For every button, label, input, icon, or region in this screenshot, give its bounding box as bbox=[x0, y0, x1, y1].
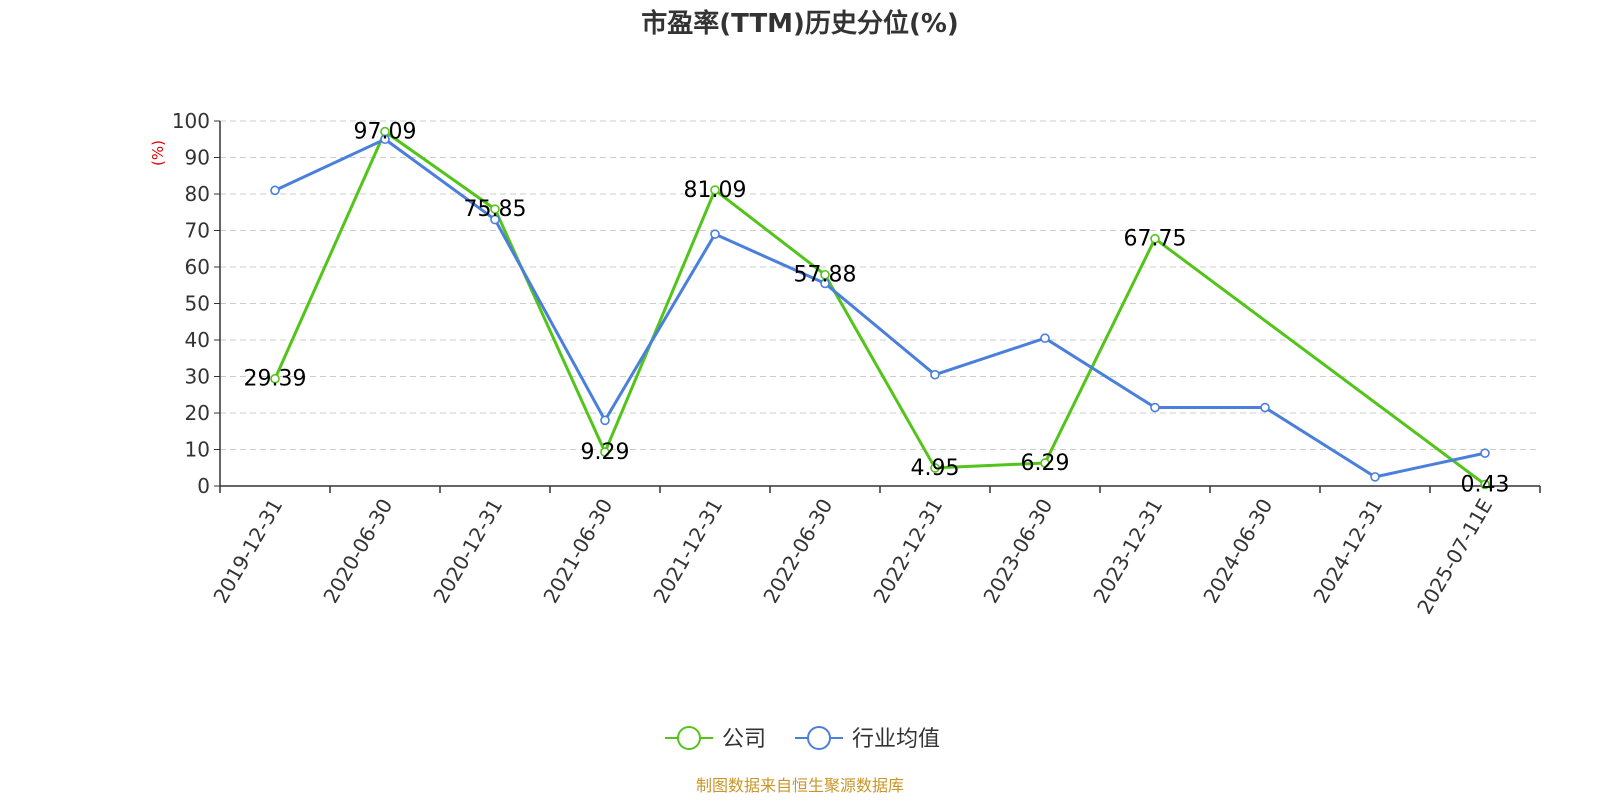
data-point-industry-average[interactable] bbox=[270, 185, 280, 196]
legend[interactable]: 公司 行业均值 bbox=[665, 726, 940, 752]
x-tick-label: 2024-12-31 bbox=[1308, 495, 1387, 608]
y-tick-label: 50 bbox=[185, 292, 210, 316]
data-label: 57.88 bbox=[794, 263, 857, 288]
data-point-company[interactable] bbox=[1040, 458, 1050, 468]
data-label: 97.09 bbox=[354, 120, 417, 145]
data-label: 75.85 bbox=[464, 197, 527, 222]
data-point-industry-average[interactable] bbox=[1480, 448, 1490, 458]
data-point-industry-average[interactable] bbox=[710, 229, 720, 239]
data-point-industry-average[interactable] bbox=[1040, 333, 1050, 343]
y-tick-label: 70 bbox=[185, 219, 210, 243]
data-point-company[interactable] bbox=[600, 447, 610, 457]
x-tick-label: 2020-06-30 bbox=[318, 495, 397, 608]
y-tick-label: 40 bbox=[185, 328, 210, 352]
data-label: 4.95 bbox=[911, 456, 960, 481]
data-labels: 29.39 97.09 75.85 9.29 81.09 57.88 4.95 6.29 67.… bbox=[244, 120, 1510, 498]
data-point-industry-average[interactable] bbox=[820, 278, 830, 289]
data-point-company[interactable] bbox=[710, 185, 720, 195]
data-label: 6.29 bbox=[1021, 451, 1070, 476]
y-tick-label: 80 bbox=[185, 182, 210, 206]
legend-label: 公司 bbox=[722, 727, 766, 752]
data-label: 0.43 bbox=[1461, 472, 1510, 497]
y-tick-label: 30 bbox=[185, 365, 210, 389]
series-layer bbox=[270, 126, 1490, 490]
data-point-company[interactable] bbox=[270, 373, 280, 384]
x-tick-label: 2020-12-31 bbox=[428, 495, 507, 608]
legend-item-company[interactable]: 公司 bbox=[665, 726, 766, 752]
data-point-company[interactable] bbox=[930, 463, 940, 473]
x-tick-label: 2021-12-31 bbox=[648, 495, 727, 608]
data-point-industry-average[interactable] bbox=[380, 134, 390, 145]
x-tick-label: 2022-06-30 bbox=[758, 495, 837, 608]
data-point-industry-average[interactable] bbox=[1260, 402, 1270, 413]
data-label: 81.09 bbox=[684, 178, 747, 203]
data-point-industry-average[interactable] bbox=[1370, 472, 1380, 482]
data-source-note: 制图数据来自恒生聚源数据库 bbox=[696, 776, 904, 795]
y-tick-label: 10 bbox=[185, 438, 210, 462]
y-tick-label: 0 bbox=[197, 474, 210, 498]
legend-item-industry-average[interactable]: 行业均值 bbox=[795, 726, 940, 752]
data-label: 9.29 bbox=[581, 440, 630, 465]
x-tick-label: 2023-06-30 bbox=[978, 495, 1057, 608]
axes: 0 10 20 30 40 50 60 70 80 90 100 2019-12-31 2020-06-… bbox=[172, 109, 1541, 619]
data-label: 67.75 bbox=[1124, 227, 1187, 252]
data-point-company[interactable] bbox=[490, 204, 500, 214]
legend-marker-icon bbox=[807, 726, 831, 750]
chart-title: 市盈率(TTM)历史分位(%) bbox=[641, 8, 959, 39]
data-point-industry-average[interactable] bbox=[490, 214, 500, 225]
series-line-industry-average bbox=[274, 137, 1486, 479]
data-label: 29.39 bbox=[244, 367, 307, 392]
y-axis-unit-label: (%) bbox=[149, 140, 167, 166]
y-tick-label: 60 bbox=[185, 255, 210, 279]
data-point-industry-average[interactable] bbox=[930, 369, 940, 380]
x-tick-label: 2023-12-31 bbox=[1088, 495, 1167, 608]
x-tick-label: 2021-06-30 bbox=[538, 495, 617, 608]
series-line-company bbox=[273, 130, 1486, 486]
legend-marker-icon bbox=[677, 726, 701, 750]
x-tick-label: 2019-12-31 bbox=[208, 495, 287, 608]
data-point-company[interactable] bbox=[1480, 479, 1490, 490]
data-point-company[interactable] bbox=[1150, 233, 1160, 244]
y-tick-label: 90 bbox=[185, 146, 210, 170]
grid-lines bbox=[220, 120, 1540, 450]
data-point-industry-average[interactable] bbox=[600, 415, 610, 426]
x-tick-label: 2022-12-31 bbox=[868, 495, 947, 608]
x-tick-label: 2024-06-30 bbox=[1198, 495, 1277, 608]
x-tick-label: 2025-07-11E bbox=[1412, 495, 1497, 619]
data-point-industry-average[interactable] bbox=[1150, 402, 1160, 413]
y-tick-label: 100 bbox=[172, 109, 210, 133]
y-tick-label: 20 bbox=[185, 401, 210, 425]
legend-label: 行业均值 bbox=[852, 727, 940, 752]
